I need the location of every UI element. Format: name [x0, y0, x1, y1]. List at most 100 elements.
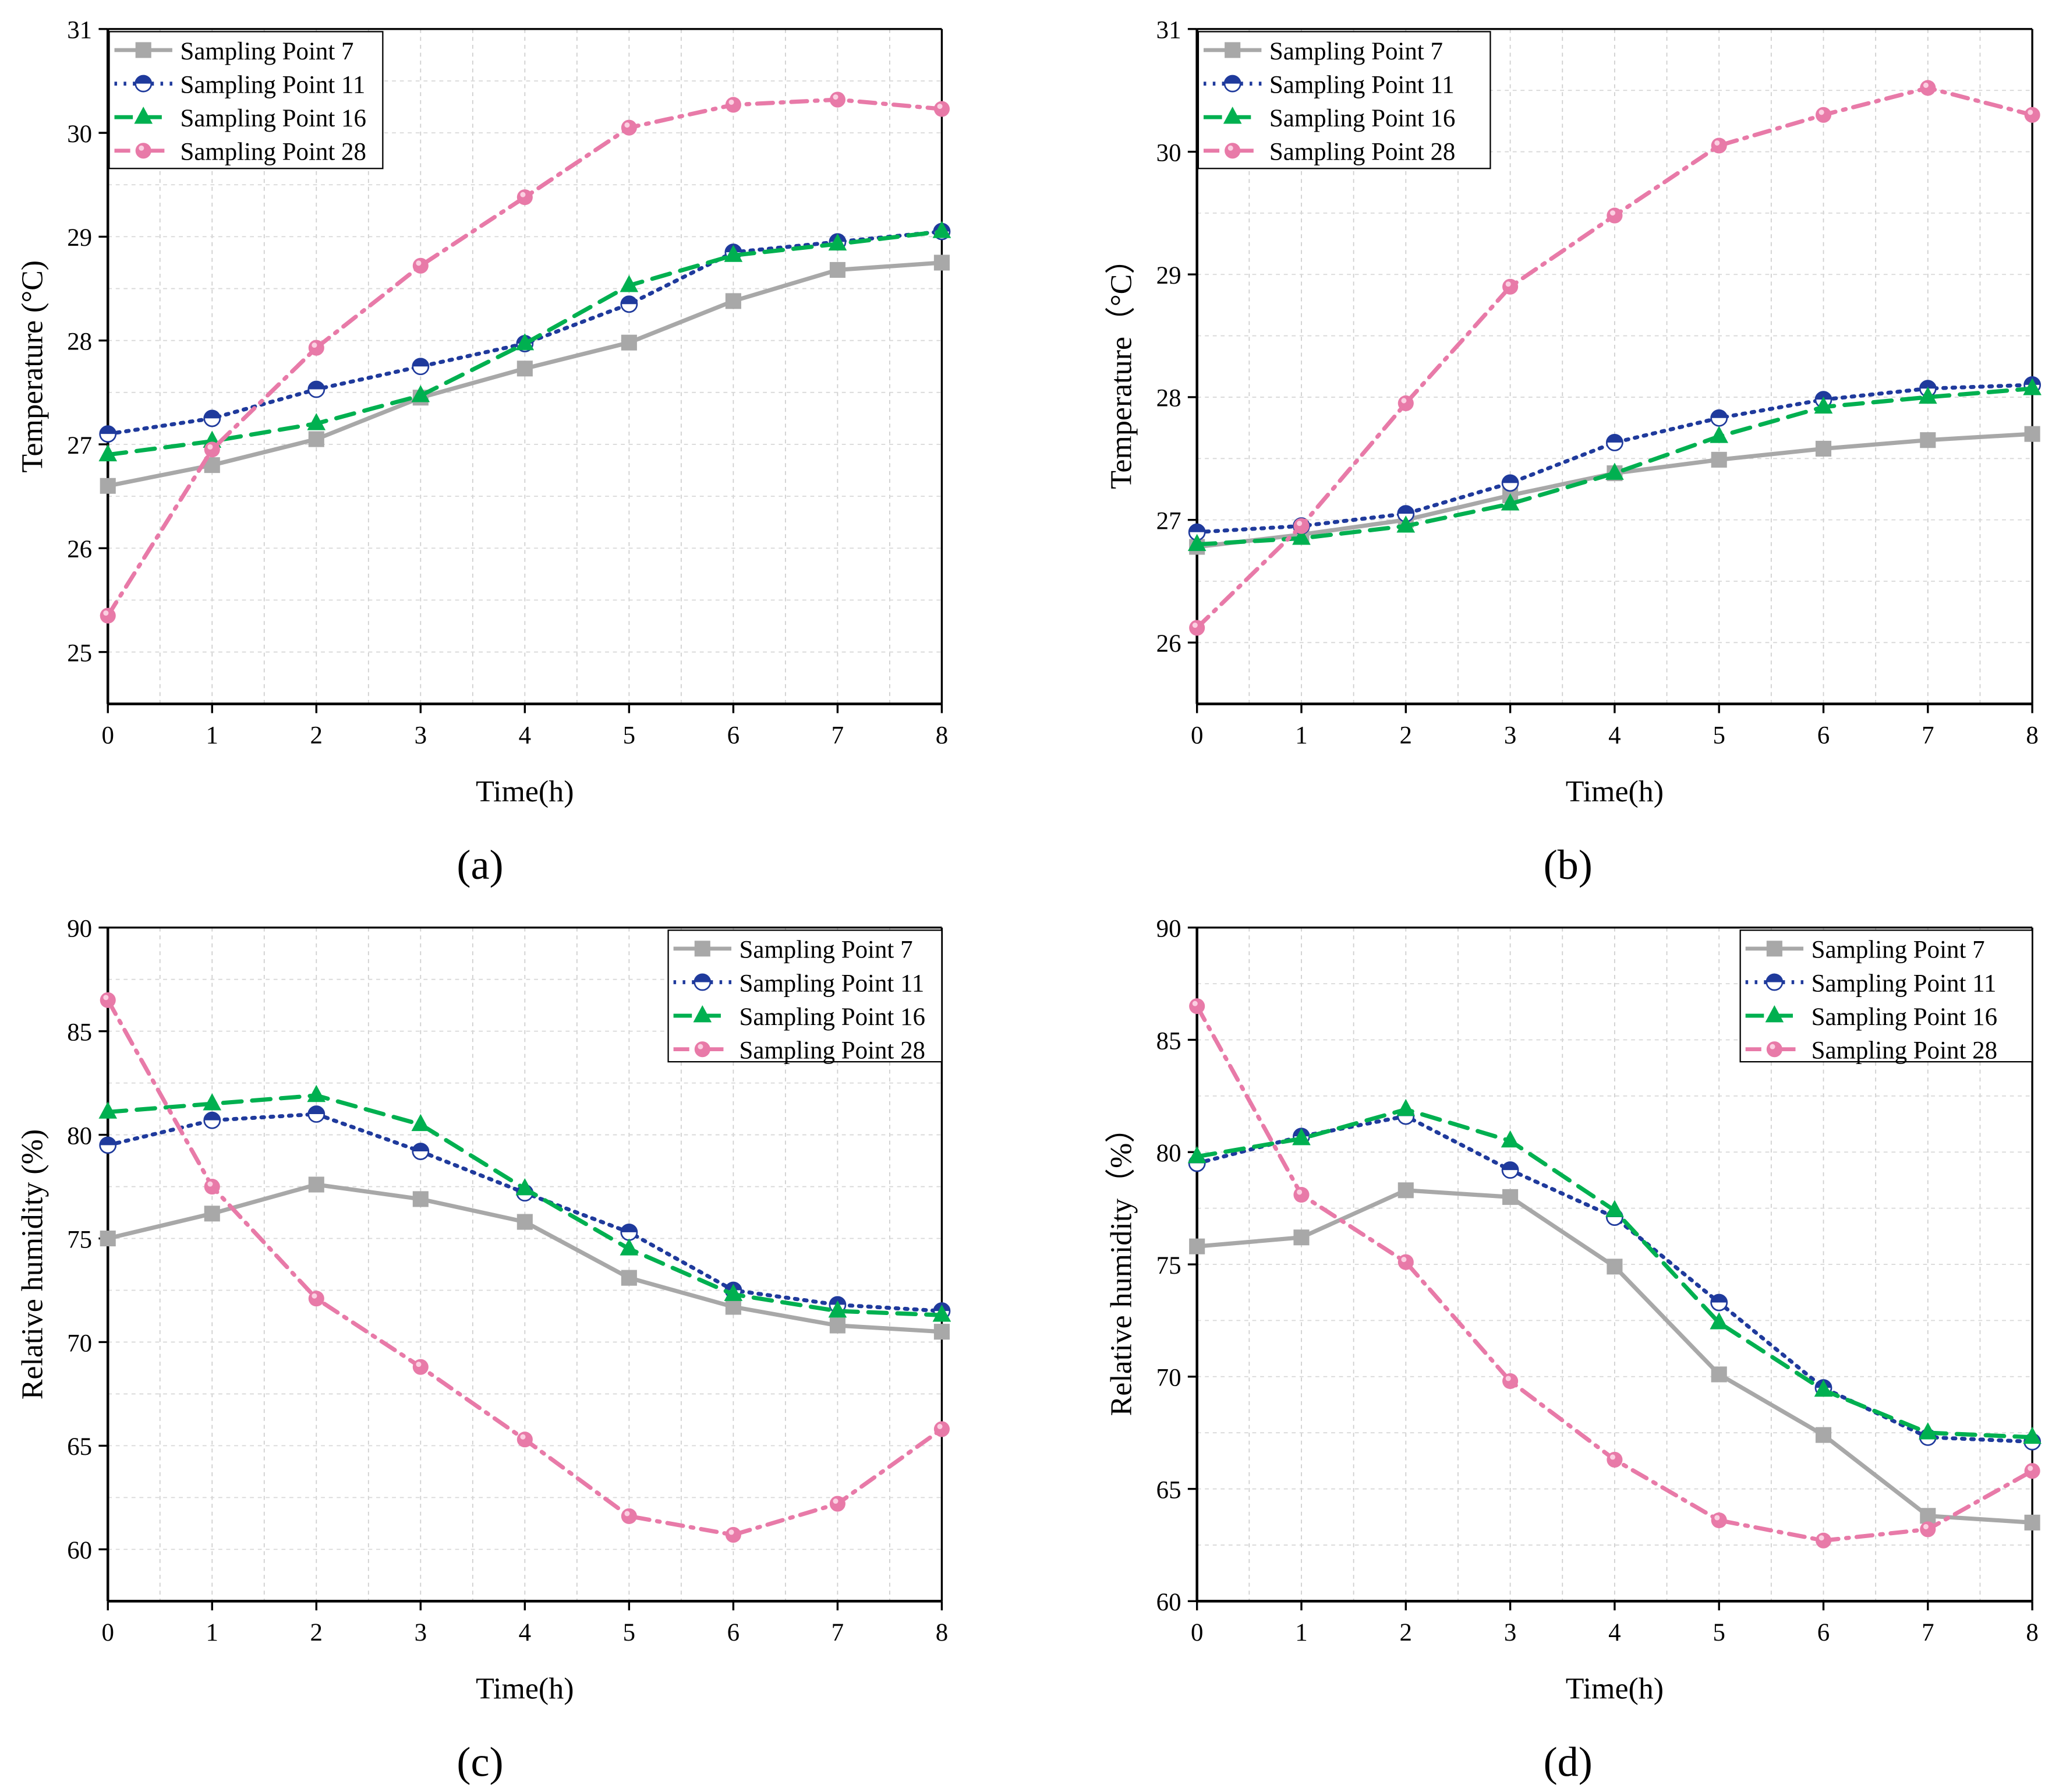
data-point [1814, 1379, 1833, 1397]
x-tick-label: 5 [623, 722, 635, 749]
data-point-fill [1502, 1162, 1519, 1171]
data-point [828, 1300, 847, 1318]
data-point [1607, 1451, 1623, 1468]
x-tick-label: 6 [727, 1619, 740, 1646]
x-tick-label: 1 [1295, 722, 1307, 749]
data-point-highlight [1819, 109, 1824, 115]
data-point [100, 1230, 116, 1247]
x-tick-label: 0 [1191, 722, 1203, 749]
legend-label: Sampling Point 28 [1269, 139, 1455, 166]
x-tick-label: 3 [1504, 1619, 1516, 1646]
data-point [2024, 1514, 2040, 1531]
data-point [1189, 1238, 1205, 1254]
y-tick-label: 60 [67, 1537, 92, 1564]
y-tick-label: 29 [67, 224, 92, 252]
data-point [1501, 1130, 1520, 1148]
data-point-highlight [937, 104, 943, 109]
data-point-highlight [833, 94, 839, 100]
y-tick-label: 90 [67, 916, 92, 943]
data-point [1920, 432, 1936, 448]
data-point [1396, 515, 1416, 533]
chart-panel-d: 0 1 2 3 4 5 6 7 8 60 65 70 75 80 85 90 Time(h) Relative h… [1105, 916, 2042, 1786]
legend-label: Sampling Point 11 [740, 970, 925, 997]
series-sampling-point-16 [1187, 1098, 2042, 1444]
data-point [724, 245, 743, 262]
data-point [725, 293, 741, 309]
data-point [1502, 1373, 1519, 1390]
data-point [98, 1101, 118, 1119]
data-point [1396, 1098, 1416, 1116]
data-point [308, 1176, 324, 1193]
data-point-highlight [624, 1511, 630, 1517]
legend-marker-highlight [1770, 1044, 1775, 1049]
legend-box [1197, 31, 1491, 169]
data-point [725, 1526, 741, 1543]
panel-label: (b) [1544, 842, 1593, 888]
data-point [1815, 1532, 1832, 1549]
legend-label: Sampling Point 7 [1269, 38, 1443, 65]
data-point [2024, 107, 2040, 123]
data-point [98, 444, 118, 462]
data-point [1293, 518, 1310, 534]
y-axis-title: Relative humidity（%） [1105, 1113, 1138, 1416]
data-point [620, 1238, 639, 1256]
legend-label: Sampling Point 7 [1812, 936, 1985, 964]
x-tick-label: 2 [310, 1619, 323, 1646]
data-point [829, 261, 845, 278]
data-point [1187, 1146, 1207, 1164]
data-point-highlight [2028, 1465, 2033, 1471]
legend-label: Sampling Point 16 [180, 105, 366, 132]
data-point [1605, 462, 1624, 480]
legend-label: Sampling Point 7 [740, 936, 913, 964]
data-point-highlight [207, 444, 213, 450]
series-line [105, 97, 944, 618]
y-tick-label: 30 [1156, 139, 1181, 167]
data-point-fill [621, 1224, 637, 1232]
chart-panel-b: 0 1 2 3 4 5 6 7 8 26 27 28 29 30 31 Time(h) Temperature（… [1105, 17, 2042, 888]
data-point [1815, 1427, 1832, 1443]
data-point [100, 992, 116, 1008]
x-tick-label: 8 [2026, 1619, 2038, 1646]
data-point-highlight [520, 192, 526, 197]
data-point-highlight [1923, 82, 1929, 88]
data-point [1711, 1366, 1727, 1383]
data-point-highlight [520, 1434, 526, 1440]
data-point [516, 360, 533, 377]
data-point-fill [100, 1137, 116, 1146]
y-tick-label: 30 [67, 121, 92, 148]
x-tick-label: 6 [1817, 1619, 1830, 1646]
x-tick-label: 3 [415, 722, 427, 749]
data-point-highlight [1714, 140, 1720, 146]
data-point [2023, 1426, 2042, 1444]
data-point [621, 1270, 637, 1286]
data-point-highlight [1609, 1454, 1616, 1460]
data-point [2024, 1463, 2040, 1479]
data-point-fill [412, 358, 429, 367]
series-sampling-point-16 [1187, 378, 2042, 552]
data-point-highlight [416, 260, 422, 266]
legend-marker [1225, 42, 1241, 58]
data-point [829, 1317, 845, 1334]
y-tick-label: 85 [1156, 1027, 1181, 1055]
legend-marker [694, 1041, 710, 1058]
x-tick-label: 5 [623, 1619, 635, 1646]
data-point [2024, 426, 2040, 442]
legend-label: Sampling Point 16 [1269, 105, 1455, 132]
x-tick-label: 0 [102, 1619, 114, 1646]
legend-marker [135, 42, 151, 58]
data-point-highlight [1714, 1515, 1720, 1521]
data-point [829, 1496, 845, 1512]
data-point-fill [621, 296, 637, 305]
data-point [1501, 493, 1520, 511]
data-point [932, 221, 951, 238]
data-point [725, 97, 741, 113]
data-point-fill [1502, 475, 1519, 483]
legend-box [667, 929, 943, 1063]
x-tick-label: 2 [310, 722, 323, 749]
x-tick-label: 1 [1295, 1619, 1307, 1646]
data-point [516, 1432, 533, 1448]
data-point-highlight [1192, 1001, 1198, 1006]
legend-label: Sampling Point 16 [740, 1003, 925, 1031]
series-sampling-point-7 [100, 255, 950, 494]
